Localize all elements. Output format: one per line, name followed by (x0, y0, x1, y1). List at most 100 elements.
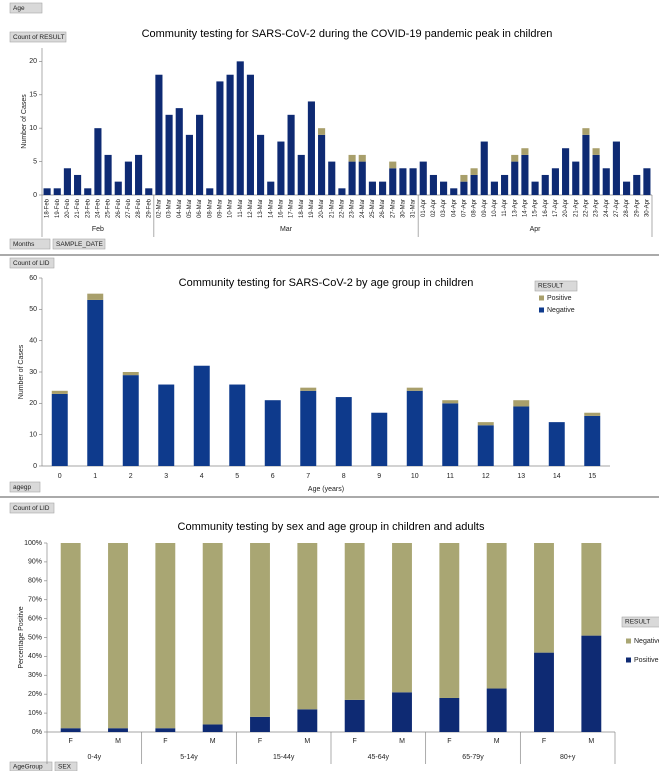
bar-segment (287, 114, 295, 195)
bar-segment (534, 543, 554, 653)
x-tick-label: 13-Mar (258, 199, 264, 218)
legend-header (621, 616, 659, 628)
x-tick-label: 22-Apr (583, 199, 589, 217)
x-tick-label: 30-Mar (400, 199, 406, 218)
x-tick-label: 15 (588, 473, 596, 480)
group-label: 15-44y (273, 754, 295, 761)
x-tick-label: 23-Apr (594, 199, 600, 217)
field-button-label[interactable]: Count of LID (13, 260, 50, 267)
bar-segment (318, 134, 326, 195)
x-tick-label: 01-Apr (421, 199, 427, 217)
x-tick-label: 14-Mar (268, 199, 274, 218)
x-tick-label: 10-Mar (228, 199, 234, 218)
x-tick-label: 12 (482, 473, 490, 480)
bar-segment (43, 188, 51, 195)
field-button[interactable] (9, 31, 67, 43)
bar-segment (623, 181, 631, 195)
x-tick-label: 18-Mar (299, 199, 305, 218)
legend-label: Positive (634, 657, 659, 664)
bar-segment (399, 168, 407, 195)
x-tick-label: 14 (553, 473, 561, 480)
x-tick-label: 10 (411, 473, 419, 480)
bar-segment (548, 422, 565, 466)
field-button-label[interactable]: agegp (13, 484, 31, 491)
x-tick-label: 31-Mar (411, 199, 417, 218)
field-button[interactable] (52, 238, 106, 250)
x-tick-label: 1 (93, 473, 97, 480)
x-tick-label: 09-Mar (217, 199, 223, 218)
field-button[interactable] (9, 502, 55, 514)
x-tick-label: 22-Mar (339, 199, 345, 218)
bar-segment (60, 728, 81, 732)
field-button-label[interactable]: SAMPLE_DATE (56, 241, 104, 248)
x-tick-label: M (494, 738, 500, 745)
bar-segment (439, 697, 460, 732)
group-label: 80+y (560, 754, 576, 761)
bar-segment (297, 154, 305, 195)
field-button-label[interactable]: Age (13, 5, 25, 12)
bar-segment (63, 168, 71, 195)
x-tick-label: 11-Apr (502, 199, 508, 217)
x-tick-label: 08-Mar (207, 199, 213, 218)
x-tick-label: 12-Mar (248, 199, 254, 218)
x-tick-label: 16-Mar (278, 199, 284, 218)
field-button[interactable] (9, 257, 55, 269)
field-button[interactable] (9, 761, 53, 771)
legend-swatch (539, 307, 544, 313)
field-button-label[interactable]: Count of LID (13, 505, 50, 512)
bar-segment (392, 543, 412, 693)
bar-segment (368, 181, 376, 195)
bar-segment (155, 728, 176, 732)
field-button[interactable] (54, 761, 78, 771)
field-button[interactable] (9, 481, 41, 493)
y-tick-label: 90% (28, 559, 42, 566)
bar-segment (429, 174, 437, 195)
bar-segment (470, 168, 478, 175)
y-tick-label: 60% (28, 615, 42, 622)
x-tick-label: 3 (164, 473, 168, 480)
y-tick-label: 50 (29, 306, 37, 313)
bar-segment (124, 161, 132, 195)
field-button[interactable] (9, 2, 43, 14)
bar-segment (87, 293, 104, 300)
x-tick-label: 29-Feb (146, 198, 152, 218)
bar-segment (94, 128, 102, 195)
group-label: 0-4y (88, 754, 102, 761)
bar-segment (145, 188, 153, 195)
bar-segment (135, 154, 143, 195)
field-button-label[interactable]: SEX (58, 764, 72, 771)
group-label: Feb (92, 226, 104, 233)
x-tick-label: 17-Apr (553, 199, 559, 217)
x-tick-label: 23-Feb (85, 198, 91, 218)
field-button-label[interactable]: Months (13, 241, 35, 248)
bar-segment (511, 161, 519, 195)
bar-segment (264, 400, 281, 466)
x-tick-label: M (115, 738, 121, 745)
y-tick-label: 50% (28, 634, 42, 641)
x-tick-label: 7 (306, 473, 310, 480)
field-button[interactable] (9, 238, 51, 250)
chart-title: Community testing by sex and age group i… (178, 521, 485, 533)
bar-segment (521, 154, 529, 195)
bar-segment (440, 181, 448, 195)
y-tick-label: 70% (28, 597, 42, 604)
bar-segment (581, 543, 602, 636)
bar-segment (155, 543, 176, 729)
bar-segment (531, 181, 539, 195)
legend-swatch (539, 295, 544, 301)
bar-segment (175, 108, 183, 195)
chart-title: Community testing for SARS-CoV-2 during … (142, 28, 553, 40)
x-tick-label: M (399, 738, 405, 745)
bar-segment (406, 390, 423, 466)
bar-segment (643, 168, 651, 195)
x-tick-label: 02-Mar (156, 199, 162, 218)
x-tick-label: F (163, 738, 167, 745)
chart-title: Community testing for SARS-CoV-2 by age … (179, 277, 474, 289)
bar-segment (511, 154, 519, 162)
x-tick-label: 9 (377, 473, 381, 480)
field-button-label[interactable]: AgeGroup (13, 764, 43, 771)
field-button-label[interactable]: Count of RESULT (13, 34, 65, 41)
bar-segment (348, 154, 356, 162)
x-tick-label: 21-Apr (573, 199, 579, 217)
bar-segment (582, 128, 590, 135)
